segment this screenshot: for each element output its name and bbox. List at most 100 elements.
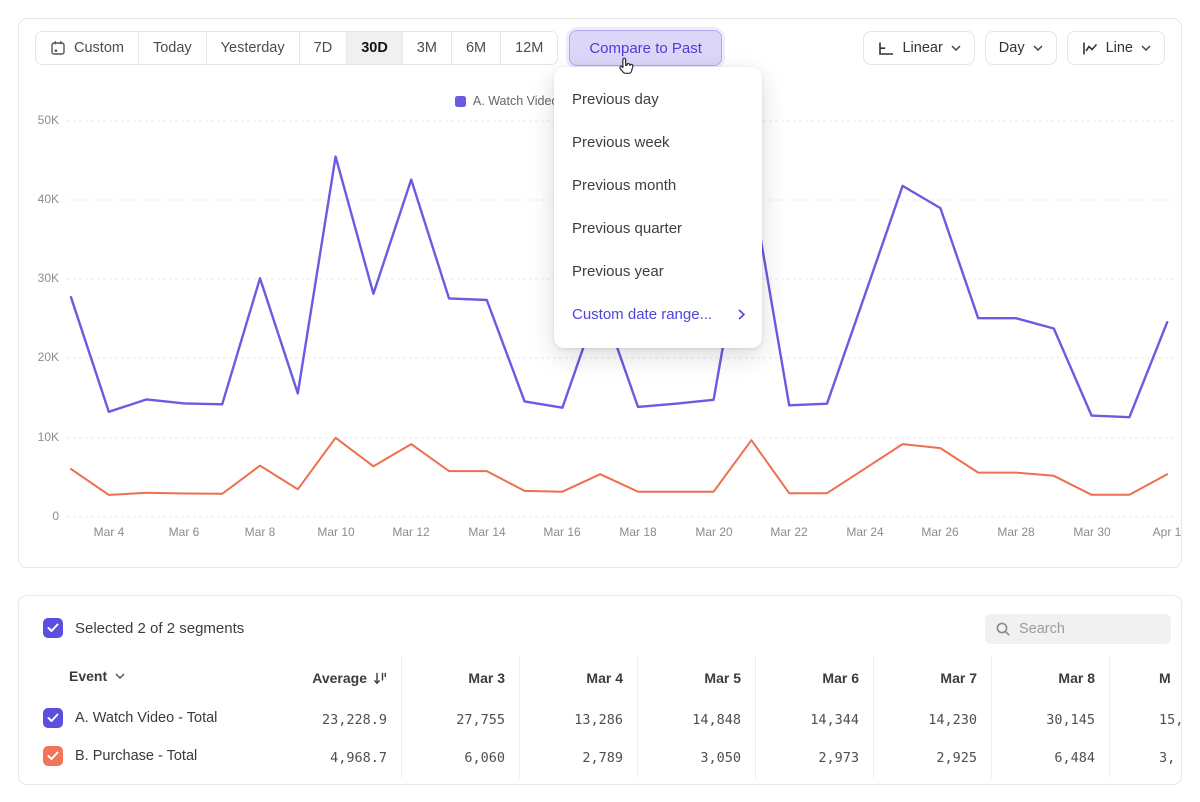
date-column-header[interactable]: Mar 8 [995, 668, 1095, 688]
table-cell: 30,145 [995, 710, 1095, 730]
selected-count-label: Selected 2 of 2 segments [75, 620, 244, 637]
search-box[interactable] [985, 614, 1171, 644]
menu-item-previous-quarter[interactable]: Previous quarter [554, 207, 762, 250]
date-column-header[interactable]: Mar 7 [877, 668, 977, 688]
table-cell: 3,050 [641, 748, 741, 768]
menu-item-label: Previous quarter [572, 220, 682, 237]
table-cell: 14,230 [877, 710, 977, 730]
table-cell: 23,228.9 [287, 710, 387, 730]
date-range-3m[interactable]: 3M [403, 32, 452, 64]
menu-item-previous-week[interactable]: Previous week [554, 121, 762, 164]
date-range-yesterday[interactable]: Yesterday [207, 32, 300, 64]
select-all-checkbox[interactable] [43, 618, 63, 638]
date-column-header[interactable]: Mar 4 [523, 668, 623, 688]
search-input[interactable] [1019, 621, 1161, 637]
chart-type-select-button[interactable]: Line [1067, 31, 1165, 65]
date-range-today[interactable]: Today [139, 32, 207, 64]
menu-item-label: Previous day [572, 91, 659, 108]
table-cell: 13,286 [523, 710, 623, 730]
table-cell: 2,789 [523, 748, 623, 768]
date-range-label: 7D [314, 40, 333, 56]
interval-select-button[interactable]: Day [985, 31, 1057, 65]
menu-item-previous-month[interactable]: Previous month [554, 164, 762, 207]
menu-item-label: Custom date range... [572, 306, 712, 323]
table-cell: 6,484 [995, 748, 1095, 768]
y-axis-tick: 30K [21, 271, 59, 285]
x-axis-tick: Mar 20 [695, 525, 732, 539]
date-column-header[interactable]: Mar 3 [405, 668, 505, 688]
date-range-label: Yesterday [221, 40, 285, 56]
chevron-down-icon [1141, 45, 1151, 51]
column-separator [873, 656, 874, 778]
axis-scale-icon [877, 41, 894, 56]
average-column-header[interactable]: Average [287, 668, 387, 688]
date-column-header-clipped[interactable]: M [1159, 668, 1182, 688]
column-separator [401, 656, 402, 778]
search-icon [995, 621, 1011, 637]
menu-item-previous-year[interactable]: Previous year [554, 250, 762, 293]
chart-type-label: Line [1106, 40, 1133, 56]
event-column-header[interactable]: Event [69, 668, 125, 684]
date-range-label: 12M [515, 40, 543, 56]
date-range-30d[interactable]: 30D [347, 32, 403, 64]
sort-descending-icon [373, 672, 387, 685]
x-axis-tick: Mar 12 [392, 525, 429, 539]
segments-card: Selected 2 of 2 segments Event Average M… [18, 595, 1182, 785]
column-separator [519, 656, 520, 778]
menu-item-custom-date-range[interactable]: Custom date range... [554, 293, 762, 336]
scale-select-button[interactable]: Linear [863, 31, 974, 65]
checkmark-icon [47, 751, 59, 761]
x-axis-tick: Apr 1 [1153, 525, 1182, 539]
legend-swatch-watch-video [455, 96, 466, 107]
y-axis-tick: 0 [21, 509, 59, 523]
row-checkbox-purchase[interactable] [43, 746, 63, 766]
toolbar: Custom Today Yesterday 7D 30D 3M 6M 12M … [35, 30, 1165, 66]
chart-card: Custom Today Yesterday 7D 30D 3M 6M 12M … [18, 18, 1182, 568]
date-range-label: 30D [361, 40, 388, 56]
chevron-down-icon [1033, 45, 1043, 51]
date-range-picker: Custom Today Yesterday 7D 30D 3M 6M 12M [35, 31, 558, 65]
column-separator [755, 656, 756, 778]
date-range-label: Today [153, 40, 192, 56]
table-cell: 2,973 [759, 748, 859, 768]
y-axis-tick: 40K [21, 192, 59, 206]
row-checkbox-watch-video[interactable] [43, 708, 63, 728]
average-column-label: Average [312, 668, 367, 688]
chevron-down-icon [951, 45, 961, 51]
table-cell: 4,968.7 [287, 748, 387, 768]
date-range-6m[interactable]: 6M [452, 32, 501, 64]
line-chart-icon [1081, 41, 1098, 56]
menu-item-label: Previous week [572, 134, 670, 151]
date-range-label: 3M [417, 40, 437, 56]
scale-label: Linear [902, 40, 942, 56]
x-axis-tick: Mar 8 [245, 525, 276, 539]
date-column-header[interactable]: Mar 6 [759, 668, 859, 688]
x-axis-tick: Mar 28 [997, 525, 1034, 539]
date-range-7d[interactable]: 7D [300, 32, 348, 64]
x-axis-tick: Mar 10 [317, 525, 354, 539]
x-axis-tick: Mar 14 [468, 525, 505, 539]
date-column-header[interactable]: Mar 5 [641, 668, 741, 688]
compare-to-past-button[interactable]: Compare to Past [569, 30, 722, 66]
x-axis-tick: Mar 16 [543, 525, 580, 539]
menu-item-previous-day[interactable]: Previous day [554, 78, 762, 121]
event-column-label: Event [69, 668, 107, 684]
column-separator [637, 656, 638, 778]
chevron-down-icon [115, 673, 125, 679]
date-range-custom[interactable]: Custom [36, 32, 139, 64]
interval-label: Day [999, 40, 1025, 56]
segment-name: A. Watch Video - Total [75, 710, 217, 726]
x-axis-tick: Mar 22 [770, 525, 807, 539]
calendar-icon [50, 40, 66, 56]
date-range-label: Custom [74, 40, 124, 56]
x-axis-tick: Mar 6 [169, 525, 200, 539]
compare-to-past-menu: Previous day Previous week Previous mont… [554, 67, 762, 348]
table-row: A. Watch Video - Total [43, 708, 217, 728]
segments-header: Selected 2 of 2 segments [43, 618, 244, 638]
menu-item-label: Previous month [572, 177, 676, 194]
checkmark-icon [47, 713, 59, 723]
table-cell-clipped: 3, [1159, 748, 1182, 768]
column-separator [991, 656, 992, 778]
date-range-12m[interactable]: 12M [501, 32, 557, 64]
checkmark-icon [47, 623, 59, 633]
